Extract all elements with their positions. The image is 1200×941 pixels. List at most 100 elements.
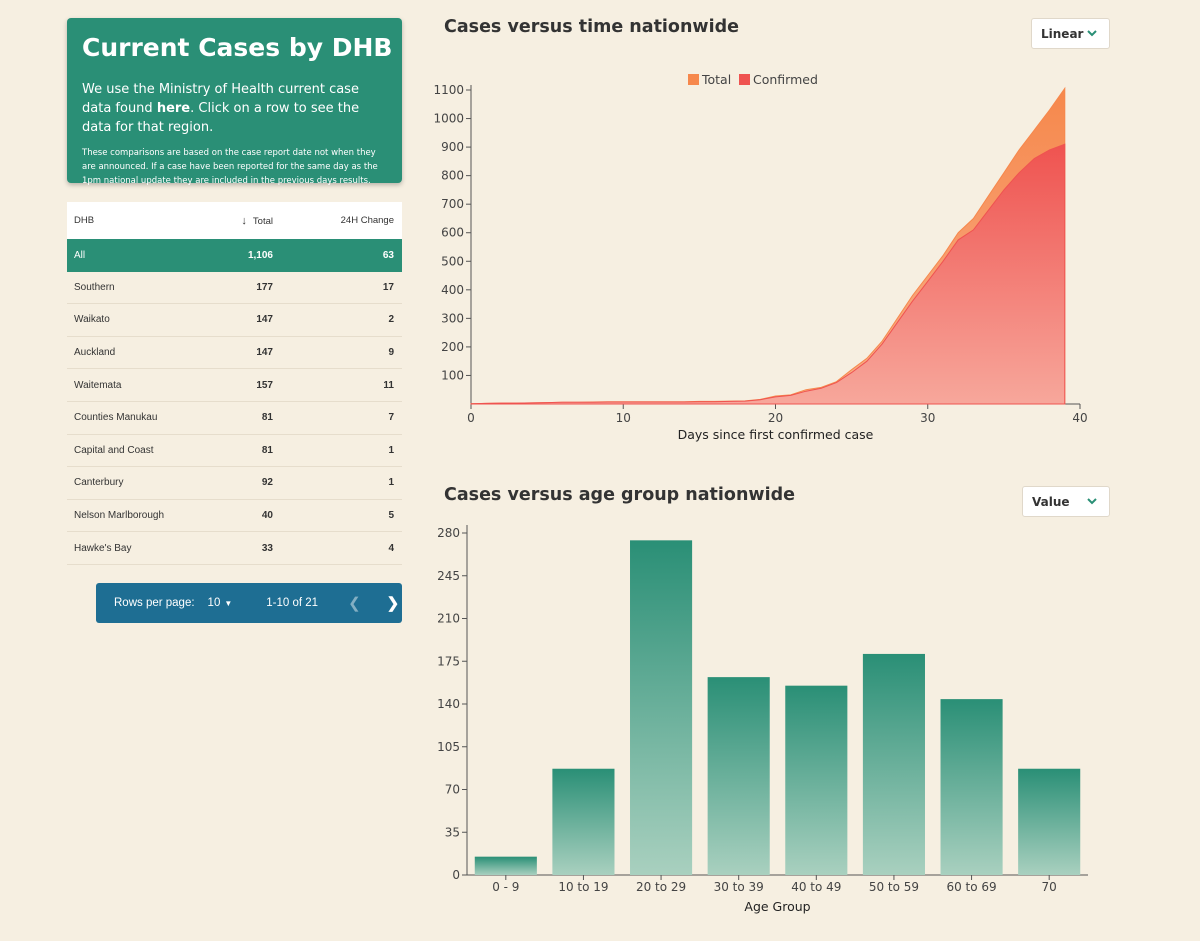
- cell-dhb: Capital and Coast: [74, 444, 154, 456]
- x-tick-label: 60 to 69: [946, 880, 996, 894]
- table-row[interactable]: Waikato 147 2: [67, 304, 402, 337]
- header-total[interactable]: ↓ Total: [217, 215, 273, 227]
- chevron-down-icon: [1087, 30, 1097, 37]
- x-tick-label: 10 to 19: [558, 880, 608, 894]
- cell-total: 147: [256, 347, 273, 359]
- y-tick-label: 0: [452, 868, 460, 882]
- table-row[interactable]: Hawke's Bay 33 4: [67, 532, 402, 565]
- y-tick-label: 200: [441, 340, 464, 354]
- x-tick-label: 30: [920, 411, 935, 425]
- panel-title: Current Cases by DHB: [82, 33, 393, 62]
- table-row[interactable]: Waitemata 157 11: [67, 369, 402, 402]
- cell-dhb: Waikato: [74, 314, 110, 326]
- x-tick-label: 40: [1072, 411, 1087, 425]
- cell-24h-change: 11: [383, 379, 394, 391]
- sort-down-arrow-icon: ↓: [241, 214, 247, 227]
- description-text-start: We use the Ministry of Health current ca…: [82, 82, 359, 116]
- table-body: All 1,106 63 Southern 177 17 Waikato 147 2 Auckla…: [67, 239, 402, 565]
- dhb-table: DHB ↓ Total 24H Change All 1,106 63 Southern…: [67, 202, 402, 565]
- cell-total: 157: [256, 379, 273, 391]
- header-24h-change[interactable]: 24H Change: [340, 215, 394, 226]
- table-row[interactable]: Nelson Marlborough 40 5: [67, 500, 402, 533]
- description-text-end: . Click on a row to see the data for tha…: [82, 101, 360, 135]
- table-row[interactable]: All 1,106 63: [67, 239, 402, 272]
- series-confirmed-area: [470, 143, 1066, 405]
- value-select-value: Value: [1032, 494, 1070, 509]
- bar-5: [862, 653, 925, 875]
- x-tick-label: 0: [467, 411, 475, 425]
- bar-4: [785, 685, 848, 875]
- table-header: DHB ↓ Total 24H Change: [67, 202, 402, 239]
- x-tick-label: 30 to 39: [714, 880, 764, 894]
- scale-select[interactable]: Linear: [1031, 18, 1110, 49]
- x-tick-label: 40 to 49: [791, 880, 841, 894]
- y-tick-label: 210: [437, 612, 460, 626]
- x-axis-title: Age Group: [744, 899, 810, 914]
- info-card: Current Cases by DHB We use the Ministry…: [67, 18, 402, 186]
- y-tick-label: 1100: [433, 83, 464, 97]
- header-total-label: Total: [252, 215, 273, 227]
- x-tick-label: 10: [616, 411, 631, 425]
- y-tick-label: 70: [445, 783, 460, 797]
- cell-24h-change: 9: [388, 347, 394, 359]
- bar-2: [630, 540, 693, 875]
- cell-dhb: All: [74, 249, 86, 261]
- cell-dhb: Nelson Marlborough: [74, 510, 165, 522]
- cell-24h-change: 2: [388, 314, 394, 326]
- cell-total: 33: [261, 542, 273, 554]
- cell-total: 81: [261, 412, 273, 424]
- y-tick-label: 245: [437, 569, 460, 583]
- y-tick-label: 35: [445, 825, 460, 839]
- cell-24h-change: 17: [382, 281, 394, 293]
- cell-24h-change: 5: [388, 510, 394, 522]
- bar-1: [552, 768, 615, 875]
- next-page-button[interactable]: ❯: [386, 595, 400, 612]
- legend-confirmed-swatch: [739, 74, 750, 85]
- cell-24h-change: 1: [388, 477, 394, 489]
- bar-7: [1018, 768, 1081, 875]
- y-tick-label: 140: [437, 697, 460, 711]
- rows-per-page-label: Rows per page:: [114, 597, 195, 609]
- x-tick-label: 0 - 9: [492, 880, 519, 894]
- cell-24h-change: 7: [388, 412, 394, 424]
- cell-dhb: Hawke's Bay: [74, 542, 132, 554]
- y-tick-label: 900: [441, 140, 464, 154]
- bar-6: [940, 699, 1003, 875]
- y-tick-label: 400: [441, 283, 464, 297]
- y-tick-label: 500: [441, 254, 464, 268]
- page-range: 1-10 of 21: [266, 597, 319, 609]
- header-dhb[interactable]: DHB: [74, 215, 95, 226]
- pagination-bar: Rows per page: 10 ▼ 1-10 of 21 ❮ ❯: [96, 583, 402, 623]
- caret-down-icon: ▼: [224, 598, 233, 608]
- data-source-link[interactable]: here: [156, 101, 191, 116]
- table-row[interactable]: Southern 177 17: [67, 272, 402, 305]
- table-row[interactable]: Capital and Coast 81 1: [67, 435, 402, 468]
- table-row[interactable]: Auckland 147 9: [67, 337, 402, 370]
- table-row[interactable]: Counties Manukau 81 7: [67, 402, 402, 435]
- scale-select-value: Linear: [1041, 26, 1084, 41]
- cell-total: 177: [256, 281, 273, 293]
- cell-24h-change: 1: [388, 444, 394, 456]
- value-select[interactable]: Value: [1022, 486, 1110, 517]
- y-tick-label: 600: [441, 226, 464, 240]
- cell-dhb: Waitemata: [74, 379, 122, 391]
- legend-confirmed-label: Confirmed: [753, 72, 818, 87]
- bar-0: [474, 856, 537, 875]
- legend-total-label: Total: [701, 72, 731, 87]
- legend-total-swatch: [688, 74, 699, 85]
- y-tick-label: 105: [437, 740, 460, 754]
- y-tick-label: 800: [441, 169, 464, 183]
- cell-24h-change: 63: [382, 249, 394, 261]
- x-tick-label: 50 to 59: [869, 880, 919, 894]
- cell-total: 92: [261, 477, 273, 489]
- x-axis-title: Days since first confirmed case: [678, 427, 874, 442]
- table-row[interactable]: Canterbury 92 1: [67, 467, 402, 500]
- cell-total: 81: [261, 444, 273, 456]
- cell-dhb: Canterbury: [74, 477, 124, 489]
- rows-per-page-select[interactable]: 10 ▼: [208, 597, 233, 609]
- cell-dhb: Auckland: [74, 347, 116, 359]
- cell-dhb: Southern: [74, 281, 115, 293]
- cases-time-chart: 100 200 300 400 500 600 700 800 900 1000 1100 0 10 20…: [433, 72, 1087, 442]
- previous-page-button[interactable]: ❮: [348, 595, 361, 612]
- time-chart-title: Cases versus time nationwide: [444, 17, 739, 37]
